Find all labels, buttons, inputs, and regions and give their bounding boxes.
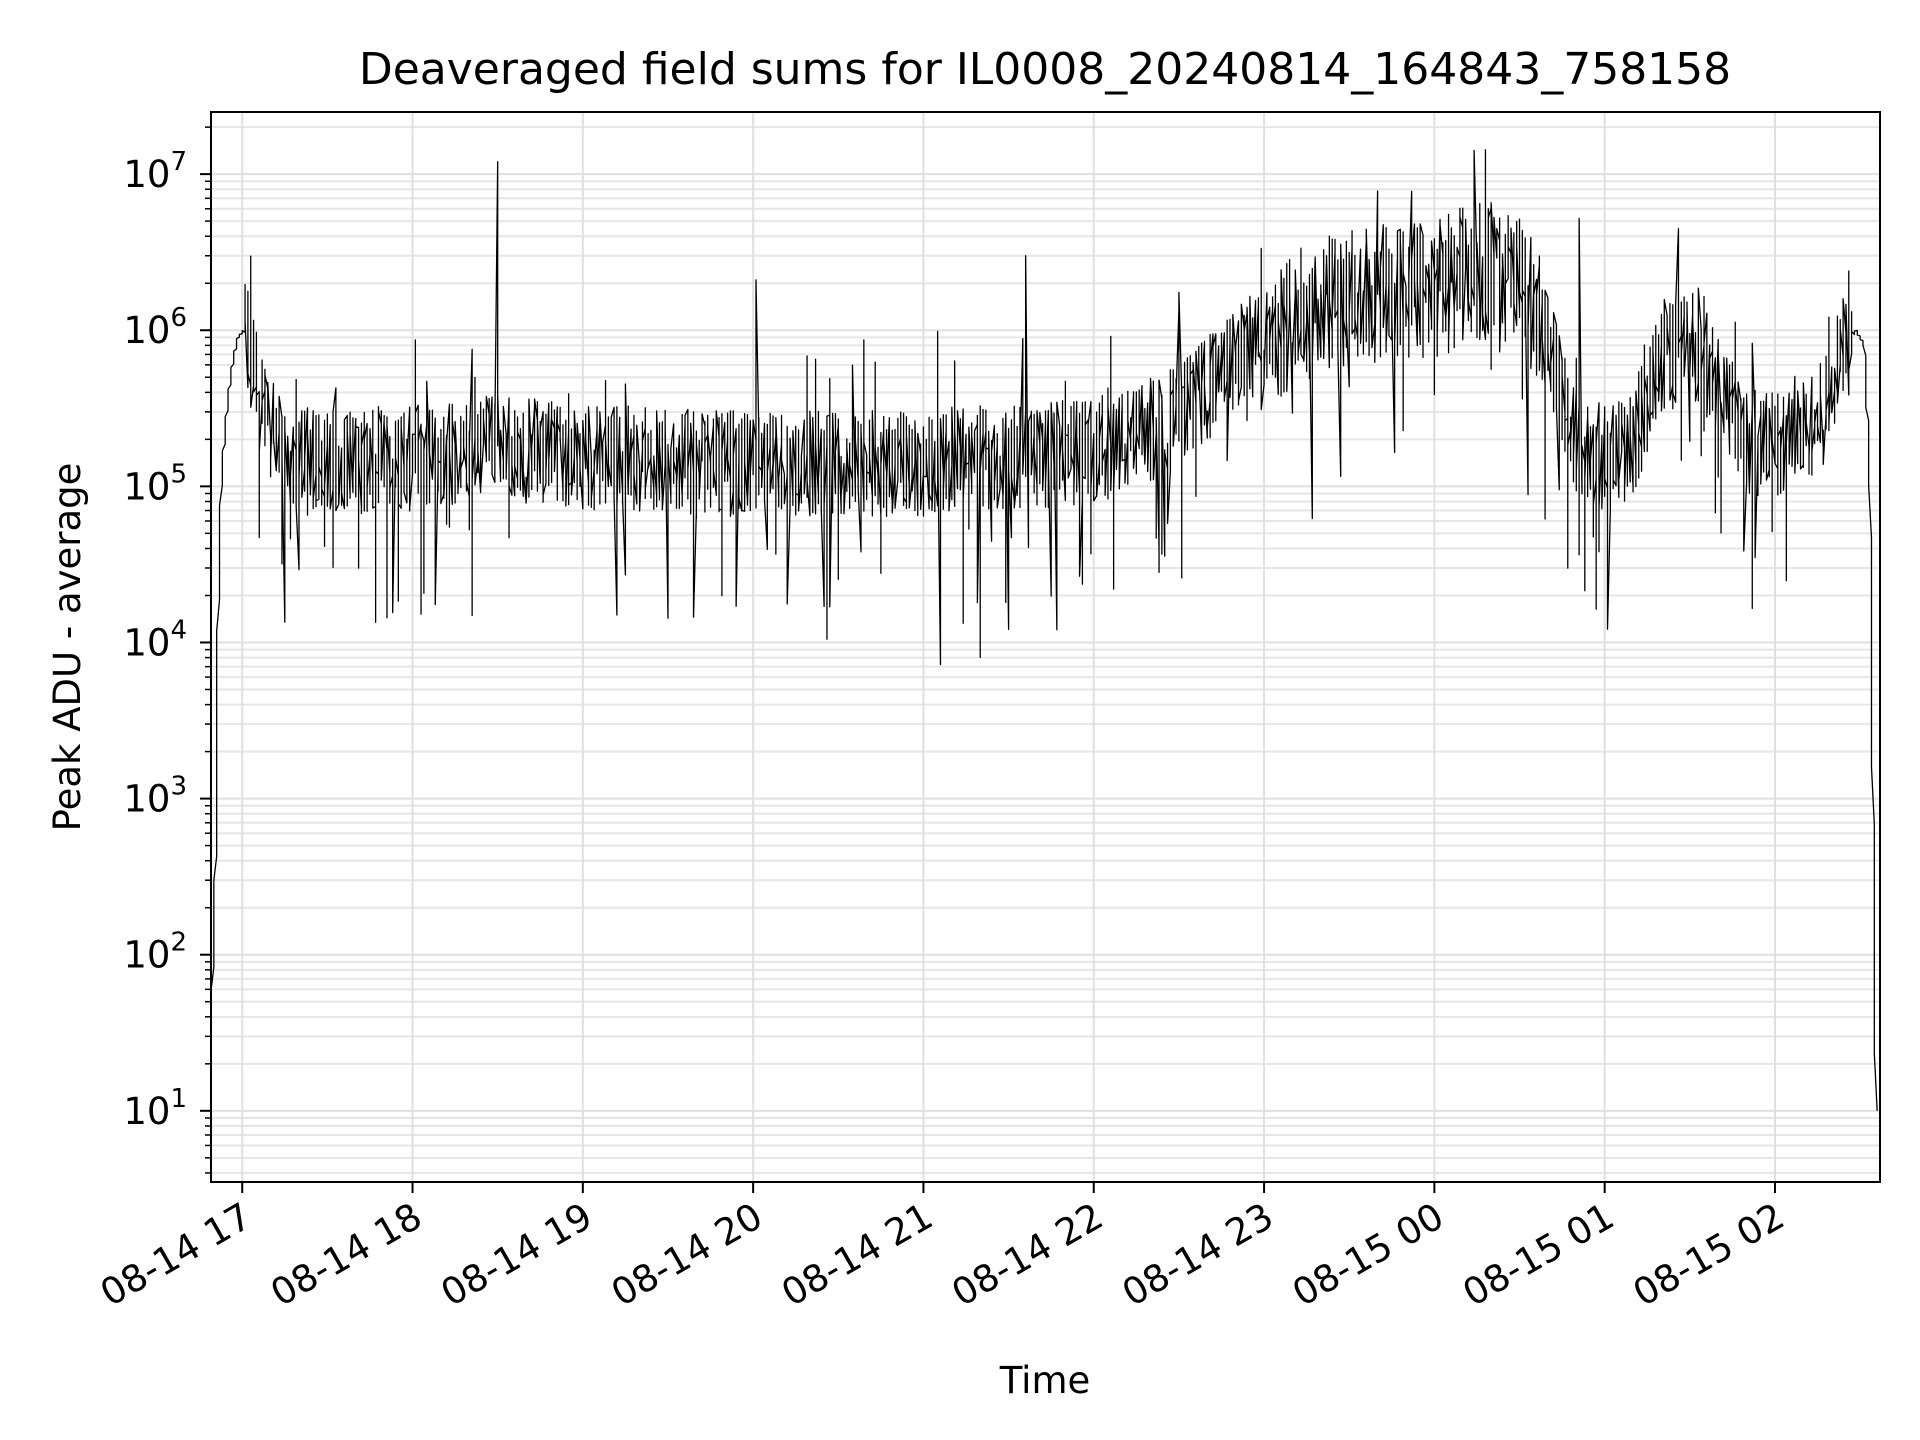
y-tick-label: 106 [123,303,187,352]
plot-frame [210,111,1881,1183]
y-tick-label: 102 [123,928,187,977]
y-tick-label: 107 [123,147,187,196]
x-axis-label: Time [999,1359,1091,1402]
y-tick-label: 103 [123,772,187,821]
y-axis-label: Peak ADU - average [46,463,89,832]
chart-title: Deaveraged field sums for IL0008_2024081… [359,44,1731,95]
y-axis: 101 102 103 104 105 106 107 [123,126,211,1174]
y-tick-label: 101 [123,1084,187,1133]
y-tick-label: 104 [123,615,187,664]
series-layer [211,149,1878,1126]
y-tick-label: 105 [123,459,187,508]
series-line [211,149,1878,1126]
